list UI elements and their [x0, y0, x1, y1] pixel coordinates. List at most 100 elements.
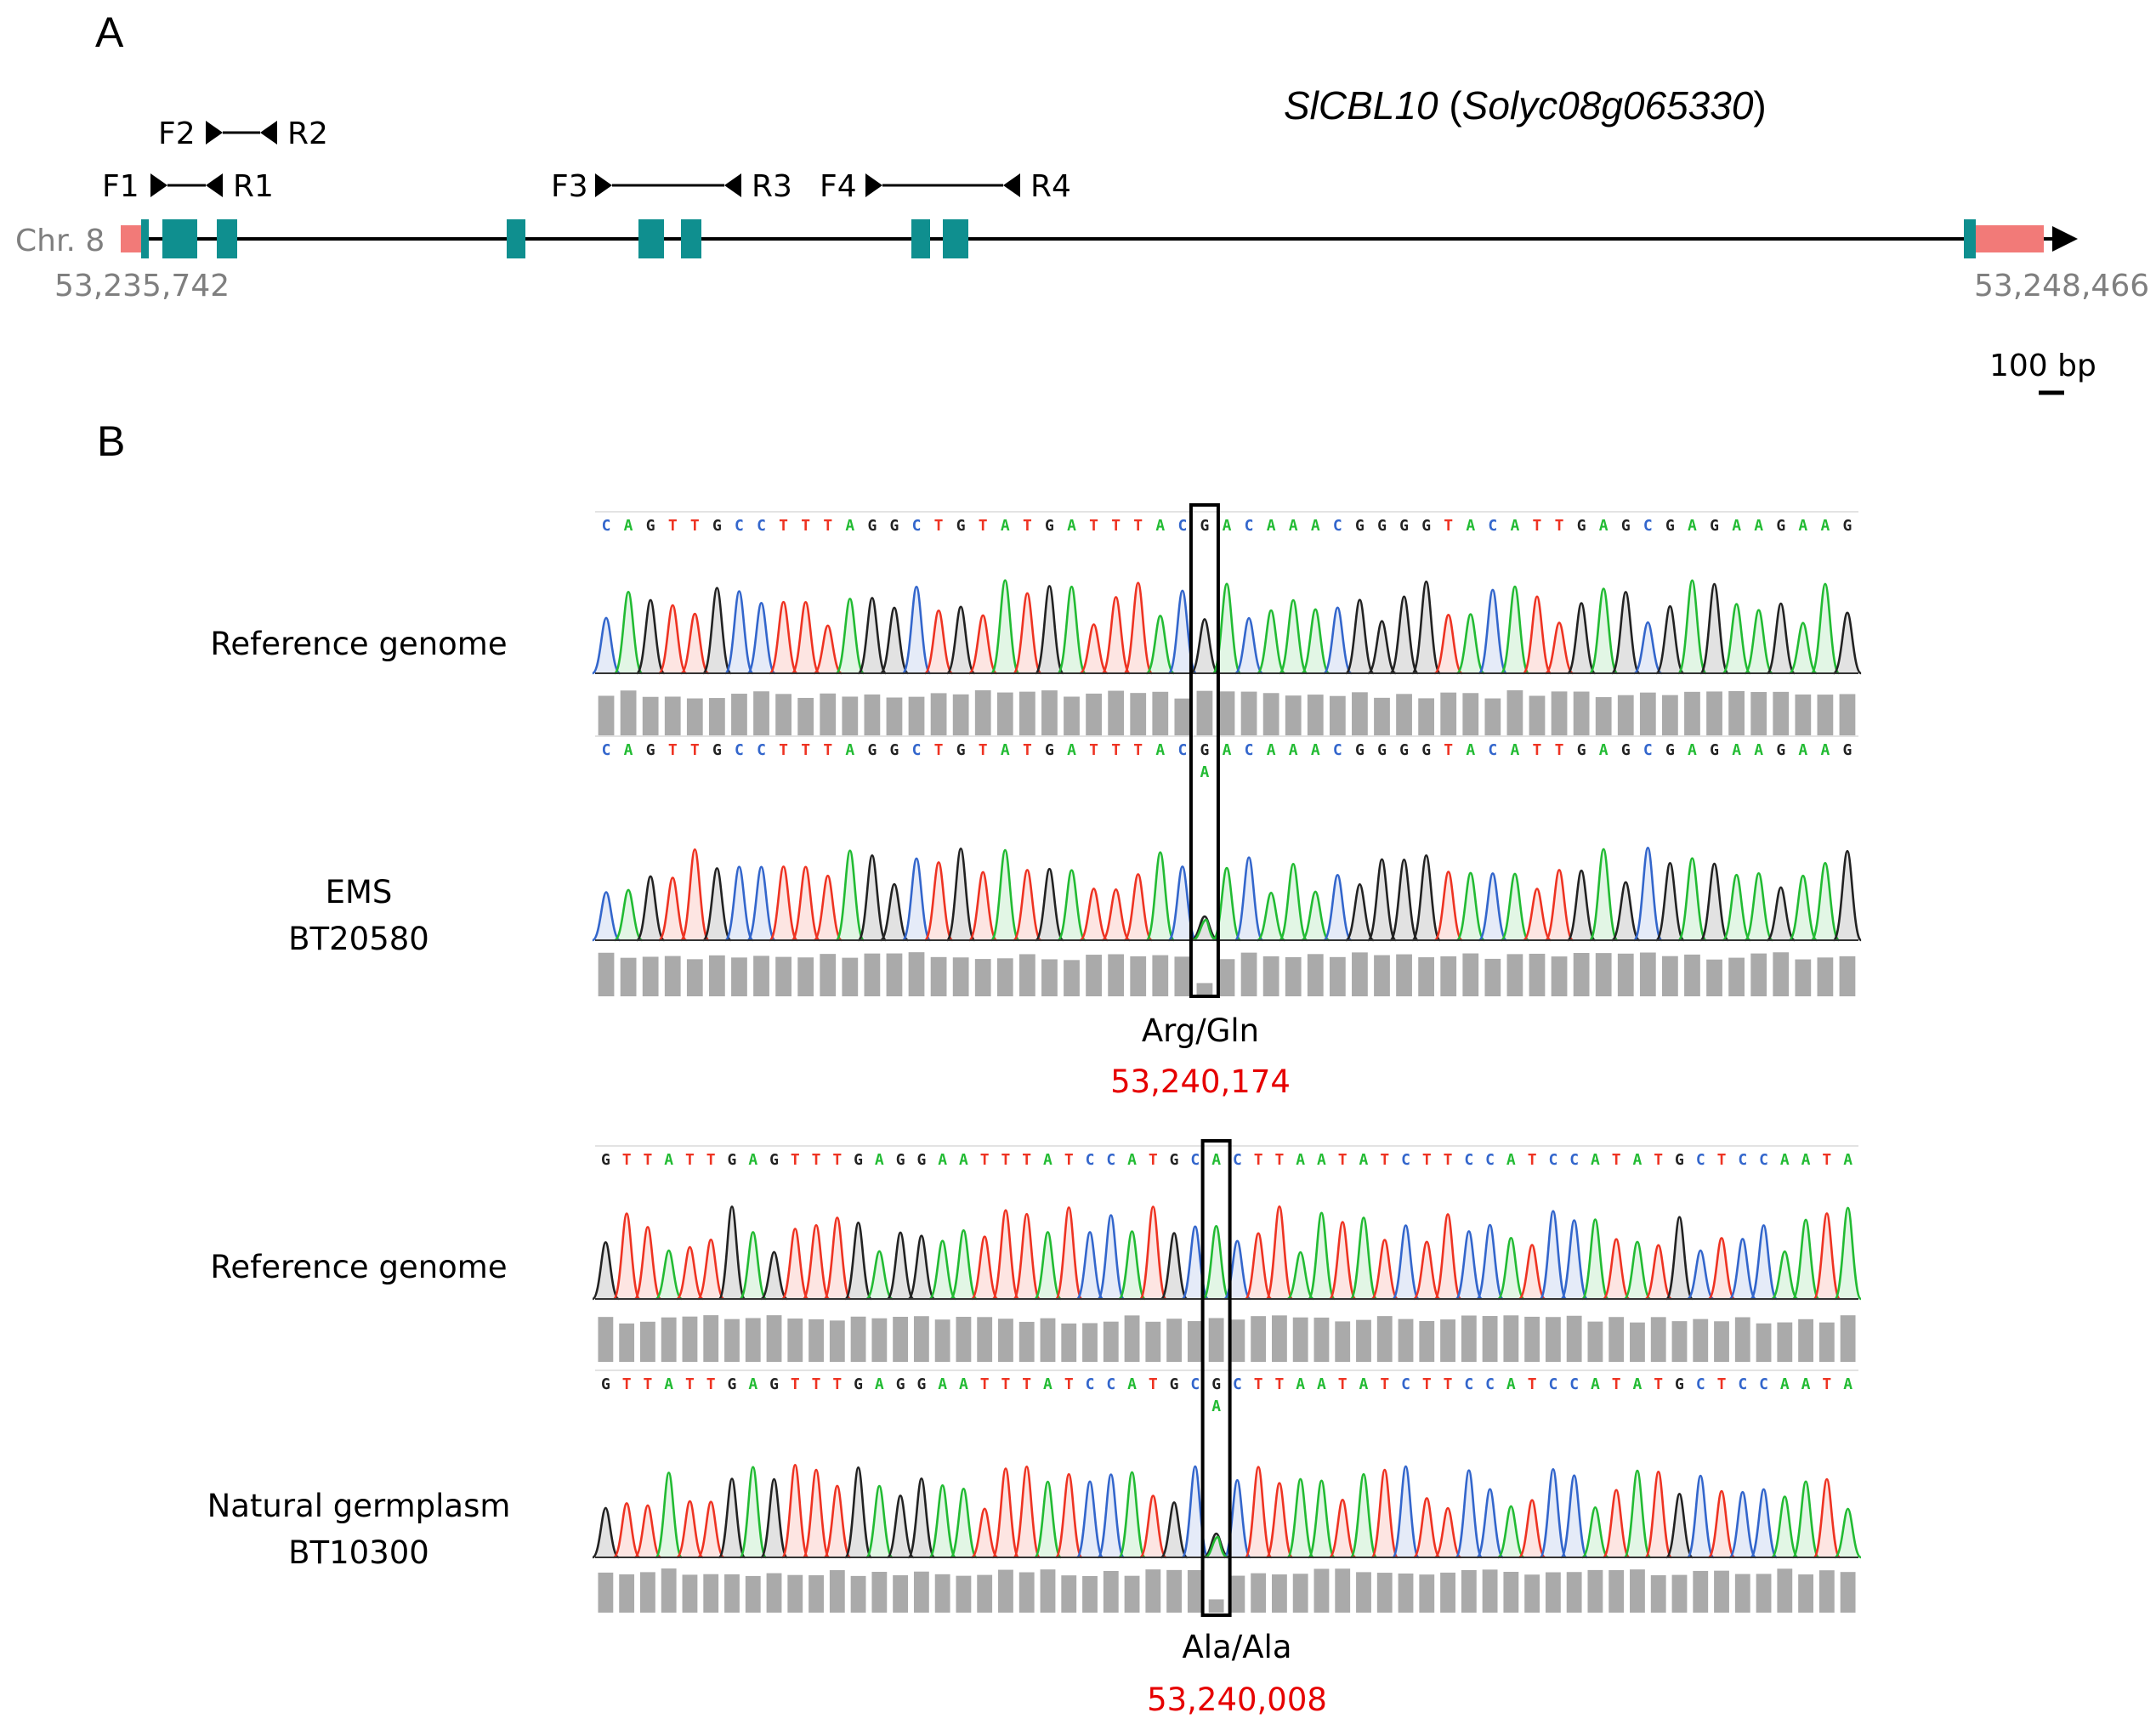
base-call: A — [1043, 1375, 1052, 1393]
trace-peak — [1496, 1236, 1525, 1301]
quality-bar — [893, 1316, 909, 1362]
trace-peak — [1518, 1244, 1546, 1301]
quality-bar — [1418, 957, 1435, 996]
quality-bar — [1440, 956, 1457, 996]
trace-peak — [1522, 595, 1552, 675]
quality-bar — [1285, 956, 1302, 996]
quality-bar — [1728, 957, 1745, 996]
quality-bar — [1418, 698, 1435, 736]
trace-peak — [1644, 1244, 1673, 1301]
trace-peak — [1644, 1471, 1673, 1559]
base-call: C — [735, 517, 744, 535]
base-call: G — [646, 741, 655, 759]
base-call: T — [1444, 741, 1453, 759]
base-call: T — [622, 1375, 632, 1393]
quality-bar — [724, 1319, 740, 1362]
trace-peak — [1265, 1205, 1294, 1301]
trace-peak — [1677, 579, 1707, 675]
quality-bar — [1684, 954, 1700, 996]
quality-bar — [1461, 1315, 1477, 1362]
quality-bar — [1082, 1323, 1098, 1362]
trace-peak — [967, 871, 998, 942]
quality-bar — [1307, 695, 1324, 736]
base-call: A — [1843, 1151, 1852, 1169]
quality-bar — [709, 955, 725, 996]
quality-bar — [913, 1316, 929, 1362]
trace-peak — [1322, 606, 1353, 675]
trace-peak — [1389, 858, 1419, 942]
base-call: G — [1577, 517, 1586, 535]
quality-bar — [1208, 1318, 1224, 1362]
quality-bar — [1103, 1321, 1119, 1362]
secondary-trace-peak — [1192, 918, 1217, 942]
base-call: C — [1569, 1151, 1579, 1169]
reverse-primer-arrow-icon — [260, 121, 277, 145]
trace-peak — [1810, 862, 1841, 942]
quality-bar — [1818, 1570, 1835, 1613]
base-call: G — [1577, 741, 1586, 759]
quality-bar — [1130, 956, 1147, 996]
quality-bar — [952, 957, 969, 996]
base-call: T — [1533, 741, 1542, 759]
trace-peak — [1054, 1472, 1083, 1559]
base-call: C — [1488, 517, 1497, 535]
base-call: T — [779, 517, 788, 535]
base-call: T — [1555, 517, 1564, 535]
base-call: T — [1274, 1375, 1284, 1393]
quality-bar — [1064, 960, 1080, 996]
trace-peak — [1749, 1488, 1779, 1559]
quality-bar — [1018, 691, 1035, 736]
quality-bar — [1795, 959, 1812, 996]
quality-bar — [1524, 1574, 1540, 1613]
base-call: T — [1422, 1151, 1432, 1169]
quality-bar — [1750, 953, 1767, 996]
base-call: A — [1311, 741, 1320, 759]
quality-bar — [620, 957, 637, 996]
trace-peak — [1367, 620, 1397, 675]
quality-bar — [1103, 1570, 1119, 1613]
quality-bar — [1461, 1569, 1477, 1613]
base-call: T — [1717, 1375, 1727, 1393]
quality-bar — [1082, 1575, 1098, 1613]
base-call: T — [1528, 1151, 1537, 1169]
trace-peak — [865, 1250, 894, 1301]
quality-bar — [1524, 1316, 1540, 1362]
trace-peak — [1412, 1240, 1441, 1301]
quality-bar — [1040, 1569, 1056, 1613]
quality-bar — [1662, 695, 1678, 736]
quality-bar — [1419, 1574, 1435, 1613]
base-call: G — [890, 517, 899, 535]
quality-bar — [766, 1315, 782, 1362]
trace-peak — [1307, 1211, 1336, 1301]
trace-peak — [718, 1205, 746, 1301]
quality-bar — [1061, 1323, 1077, 1362]
base-call: T — [643, 1151, 652, 1169]
base-call: C — [602, 517, 611, 535]
quality-bar — [598, 952, 615, 996]
quality-bar — [1313, 1317, 1330, 1362]
base-call: A — [1311, 517, 1320, 535]
trace-peak — [1522, 888, 1552, 942]
trace-peak — [635, 598, 666, 675]
base-call: A — [1067, 741, 1076, 759]
gene-model — [121, 219, 2078, 258]
trace-peak — [1286, 1250, 1314, 1301]
reverse-primer-arrow-icon — [724, 173, 741, 197]
base-call: G — [1421, 741, 1431, 759]
sample-label-1-line2: BT20580 — [288, 921, 429, 957]
quality-bar — [1566, 1572, 1582, 1613]
trace-peak — [886, 1231, 915, 1301]
trace-peak — [739, 1231, 768, 1301]
quality-bar — [745, 1318, 761, 1362]
trace-peak — [1012, 869, 1042, 942]
quality-bar — [1529, 953, 1546, 996]
base-call: T — [1022, 1151, 1031, 1169]
base-call: C — [1569, 1375, 1579, 1393]
primer-label-r2: R2 — [287, 116, 328, 151]
trace-peak — [679, 612, 710, 675]
trace-peak — [791, 865, 821, 942]
base-call: A — [1466, 517, 1475, 535]
trace-peak — [1832, 611, 1863, 675]
trace-peak — [1097, 1214, 1126, 1301]
